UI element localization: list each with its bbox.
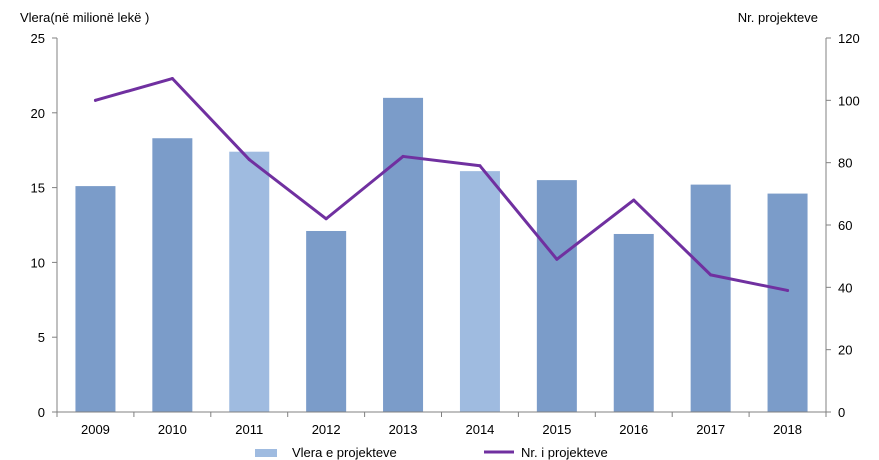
left-tick-label: 5 xyxy=(38,330,45,345)
bar xyxy=(536,180,577,412)
right-tick-label: 0 xyxy=(838,405,845,420)
line-point xyxy=(401,154,405,158)
bar xyxy=(459,171,500,412)
left-axis-title: Vlera(në milionë lekë ) xyxy=(20,10,149,25)
right-tick-label: 40 xyxy=(838,280,852,295)
bar xyxy=(690,184,731,412)
x-tick-label: 2009 xyxy=(81,422,110,437)
legend-line-label: Nr. i projekteve xyxy=(521,445,608,460)
series-line xyxy=(93,77,790,292)
line-point xyxy=(170,77,174,81)
right-tick-label: 20 xyxy=(838,343,852,358)
x-tick-label: 2015 xyxy=(542,422,571,437)
right-tick-label: 80 xyxy=(838,156,852,171)
bar xyxy=(75,186,116,412)
bar xyxy=(306,230,347,412)
x-tick-label: 2010 xyxy=(158,422,187,437)
x-tick-label: 2014 xyxy=(465,422,494,437)
line-point xyxy=(93,98,97,102)
legend: Vlera e projekteve Nr. i projekteve xyxy=(255,445,608,460)
line-point xyxy=(709,273,713,277)
bar-series xyxy=(75,97,808,413)
x-tick-label: 2016 xyxy=(619,422,648,437)
x-tick-label: 2018 xyxy=(773,422,802,437)
right-tick-label: 100 xyxy=(838,93,860,108)
left-tick-label: 20 xyxy=(31,106,45,121)
bar xyxy=(152,138,193,412)
x-tick-label: 2017 xyxy=(696,422,725,437)
left-tick-label: 25 xyxy=(31,31,45,46)
line-point xyxy=(632,198,636,202)
bar xyxy=(383,97,424,412)
line-series xyxy=(93,77,790,292)
x-tick-label: 2013 xyxy=(389,422,418,437)
legend-bar-label: Vlera e projekteve xyxy=(292,445,397,460)
bar xyxy=(229,151,270,413)
right-tick-label: 120 xyxy=(838,31,860,46)
axes: 0 5 10 15 20 25 0 20 40 60 80 100 120 2009 2010 2011 201… xyxy=(31,31,860,437)
left-tick-label: 10 xyxy=(31,255,45,270)
x-tick-label: 2012 xyxy=(312,422,341,437)
line-point xyxy=(555,257,559,261)
line-point xyxy=(786,288,790,292)
bar xyxy=(613,233,654,412)
line-point xyxy=(247,158,251,162)
line-point xyxy=(478,164,482,168)
line-point xyxy=(324,217,328,221)
right-axis-title: Nr. projekteve xyxy=(738,10,818,25)
right-tick-label: 60 xyxy=(838,218,852,233)
bar xyxy=(767,193,808,412)
legend-bar-swatch xyxy=(255,449,277,457)
x-tick-label: 2011 xyxy=(235,422,263,437)
left-tick-label: 15 xyxy=(31,181,45,196)
left-tick-label: 0 xyxy=(38,405,45,420)
